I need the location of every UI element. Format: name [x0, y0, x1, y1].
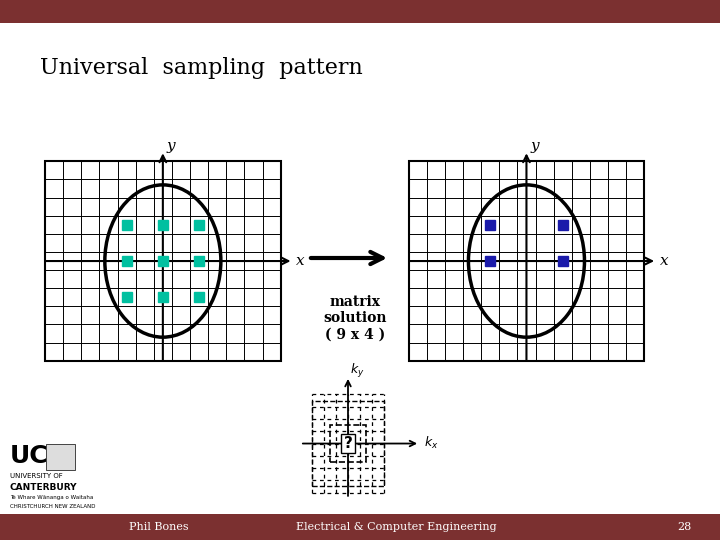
Bar: [122, 292, 132, 302]
Bar: [122, 220, 132, 230]
Bar: [46, 444, 75, 470]
Bar: [312, 401, 384, 487]
Text: CANTERBURY: CANTERBURY: [10, 483, 77, 492]
Bar: [194, 256, 204, 266]
Text: x: x: [660, 254, 668, 268]
Text: y: y: [530, 139, 539, 152]
Bar: [485, 256, 495, 266]
Bar: [557, 220, 568, 230]
Text: Universal  sampling  pattern: Universal sampling pattern: [40, 57, 362, 79]
Text: ?: ?: [343, 436, 352, 451]
Bar: [158, 220, 168, 230]
Bar: [330, 425, 366, 462]
Text: x: x: [296, 254, 305, 268]
Bar: [557, 256, 568, 266]
Bar: [485, 220, 495, 230]
Text: CHRISTCHURCH NEW ZEALAND: CHRISTCHURCH NEW ZEALAND: [10, 504, 95, 509]
Bar: [194, 220, 204, 230]
Bar: [158, 256, 168, 266]
Text: Te Whare Wānanga o Waitaha: Te Whare Wānanga o Waitaha: [10, 495, 93, 500]
Bar: [194, 292, 204, 302]
Bar: [158, 292, 168, 302]
Text: $k_x$: $k_x$: [423, 435, 438, 451]
Bar: [122, 256, 132, 266]
Text: UC: UC: [10, 444, 48, 468]
Text: Electrical & Computer Engineering: Electrical & Computer Engineering: [296, 522, 496, 532]
Text: Phil Bones: Phil Bones: [129, 522, 188, 532]
Text: UNIVERSITY OF: UNIVERSITY OF: [10, 472, 63, 478]
Text: matrix
solution
( 9 x 4 ): matrix solution ( 9 x 4 ): [323, 295, 387, 341]
Text: y: y: [166, 139, 175, 152]
Text: $k_y$: $k_y$: [351, 362, 365, 380]
Text: 28: 28: [677, 522, 691, 532]
